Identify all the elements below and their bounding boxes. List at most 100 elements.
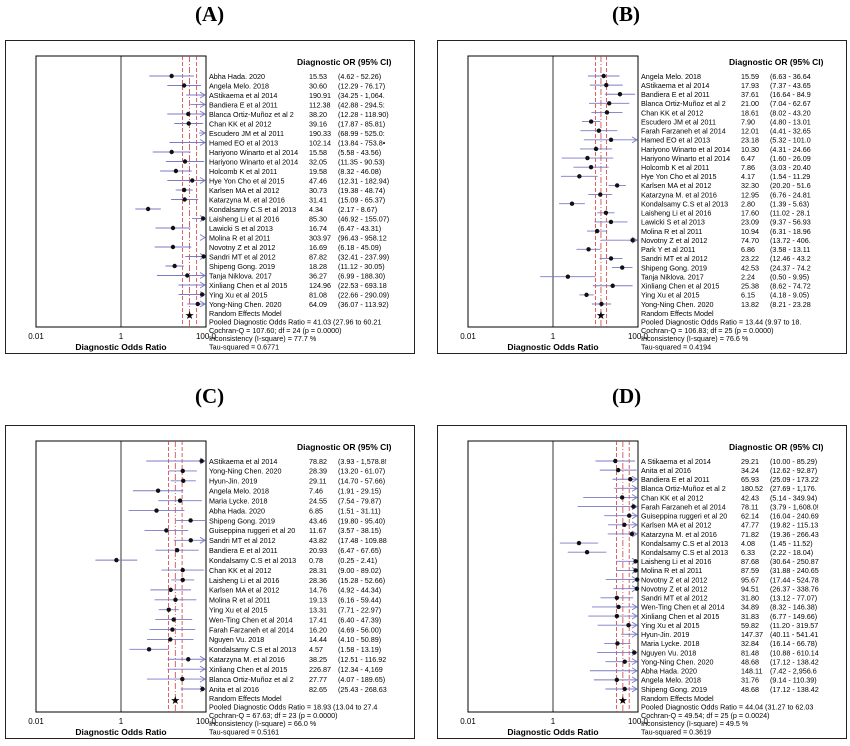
x-tick-label: 100.0 — [196, 332, 217, 341]
study-name: Blanca Ortiz-Muñoz et al 2 — [209, 675, 294, 684]
study-name: Molina R et al 2011 — [209, 596, 270, 605]
study-or-value: 65.93 — [741, 475, 759, 484]
point-estimate — [200, 686, 205, 692]
study-row: Yong-Ning Chen. 2020 48.68 (17.12 - 138.42 — [605, 657, 819, 666]
study-ci-text: (8.32 - 46.08) — [338, 167, 381, 176]
ci-arrow — [199, 655, 206, 663]
study-name: Kondalsamy C.S et al 2013 — [209, 205, 296, 214]
point-estimate — [614, 613, 620, 619]
study-name: Laisheng Li et al 2016 — [209, 214, 279, 223]
x-tick-label: 100.0 — [196, 717, 217, 726]
study-row: Blanca Ortiz-Muñoz et al 2 180.52 (27.69 -… — [614, 484, 817, 493]
study-or-value: 81.08 — [309, 290, 327, 299]
study-row: Kondalsamy C.S et al 2013 4.34 (2.17 - 8.6… — [135, 205, 377, 214]
study-row: Katarzyna M. et al 2016 38.25 (12.51 - 116… — [167, 655, 386, 664]
study-row: Karlsen MA et al 2012 32.30 (20.20 - 51.6 — [608, 181, 811, 190]
point-estimate — [576, 540, 582, 546]
x-tick-label: 0.01 — [28, 332, 44, 341]
study-or-value: 16.74 — [309, 224, 327, 233]
point-estimate — [154, 508, 159, 513]
forest-plot-d: Diagnostic OR (95% CI) A Stikaema et al 2… — [437, 425, 847, 739]
study-row: Kondalsamy C.S et al 2013 4.57 (1.58 - 13.… — [129, 645, 381, 654]
study-ci-text: (3.03 - 20.40 — [770, 163, 811, 172]
study-row: Guiseppina ruggeri et al 20 62.14 (16.04 -… — [604, 512, 819, 521]
study-name: Hariyono Winarto et al 2014 — [209, 157, 298, 166]
study-or-value: 94.51 — [741, 584, 759, 593]
point-estimate — [182, 159, 188, 164]
study-row: Sandri MT et al 2012 23.22 (12.46 - 43.2 — [599, 254, 811, 263]
study-or-value: 47.77 — [741, 521, 759, 530]
ci-arrow — [631, 530, 638, 538]
panel-label-d: (D) — [612, 384, 642, 408]
x-tick-label: 0.01 — [460, 332, 476, 341]
study-row: Abha Hada. 2020 148.11 (7.42 - 2,956.6 — [589, 667, 817, 676]
study-name: Katarzyna M. et al 2016 — [641, 530, 717, 539]
point-estimate — [155, 488, 161, 493]
pooled-star-marker: ★ — [185, 310, 195, 322]
study-or-value: 18.28 — [309, 262, 327, 271]
point-estimate — [616, 604, 621, 610]
study-ci-text: (2.22 - 18.04) — [770, 548, 813, 557]
point-estimate — [169, 149, 174, 155]
point-estimate — [588, 119, 594, 124]
study-or-value: 6.86 — [741, 245, 755, 254]
ci-arrow — [631, 484, 638, 492]
summary-stat: Inconsistency (I-square) = 77.7 % — [209, 334, 317, 343]
study-row: Karlsen MA et al 2012 14.76 (4.92 - 44.34) — [150, 586, 381, 595]
ci-arrow — [631, 512, 638, 520]
x-axis-label: Diagnostic Odds Ratio — [507, 727, 598, 737]
point-estimate — [614, 677, 620, 683]
study-name: Escudero JM et al 2011 — [209, 129, 284, 138]
study-or-value: 28.36 — [309, 576, 327, 585]
ci-arrow — [631, 658, 638, 666]
study-row: Hye Yon Cho et al 2015 47.46 (12.31 - 182.… — [167, 176, 389, 185]
point-estimate — [186, 657, 191, 662]
study-name: Angela Melo. 2018 — [209, 487, 269, 496]
study-ci-text: (7.37 - 43.65 — [770, 81, 811, 90]
study-or-value: 43.82 — [309, 536, 327, 545]
study-or-value: 12.01 — [741, 127, 759, 136]
point-estimate — [628, 477, 633, 482]
study-name: Abha Hada. 2020 — [209, 506, 265, 515]
study-name: Novotny Z et al 2012 — [641, 575, 707, 584]
study-ci-text: (32.41 - 237.99) — [338, 252, 389, 261]
study-ci-text: (8.62 - 74.72 — [770, 282, 811, 291]
study-or-value: 6.33 — [741, 548, 755, 557]
point-estimate — [633, 559, 638, 564]
study-or-value: 62.14 — [741, 512, 759, 521]
study-ci-text: (22.66 - 290.09) — [338, 290, 389, 299]
ci-arrow — [631, 136, 638, 144]
study-ci-text: (0.25 - 2.41) — [338, 556, 377, 565]
study-or-value: 6.47 — [741, 154, 755, 163]
point-estimate — [146, 647, 152, 652]
study-or-value: 7.46 — [309, 487, 323, 496]
study-name: Yong-Ning Chen. 2020 — [641, 300, 713, 309]
forest-svg: Diagnostic OR (95% CI) A Stikaema et al 2… — [460, 440, 824, 737]
study-name: Escudero JM et al 2011 — [641, 117, 716, 126]
summary-stat: Tau-squared = 0.4194 — [641, 343, 711, 352]
model-name: Random Effects Model — [641, 694, 714, 703]
point-estimate — [182, 187, 187, 193]
study-name: Kondalsamy C.S et al 2013 — [641, 199, 728, 208]
study-row: Park Y et al 2011 6.86 (3.58 - 13.11 — [576, 245, 810, 254]
panel-label-b: (B) — [612, 2, 640, 26]
study-row: Abha Hada. 2020 15.53 (4.62 - 52.26) — [149, 72, 381, 81]
study-row: Escudero JM et al 2011 7.90 (4.80 - 13.01 — [581, 117, 811, 126]
point-estimate — [608, 256, 614, 261]
ci-arrow — [199, 110, 206, 118]
study-ci-text: (4.18 - 9.05) — [770, 291, 809, 300]
point-estimate — [634, 577, 640, 582]
pooled-star-marker: ★ — [618, 695, 628, 707]
study-name: Molina R et al 2011 — [209, 233, 270, 242]
study-row: Angela Melo. 2018 31.76 (9.14 - 110.39) — [593, 676, 817, 685]
summary-stat: Inconsistency (I-square) = 76.6 % — [641, 334, 749, 343]
study-name: Wen-Ting Chen et al 2014 — [641, 603, 725, 612]
study-row: Blanca Ortiz-Muñoz et al 2 27.77 (4.07 - 1… — [146, 675, 385, 684]
study-name: Wen-Ting Chen et al 2014 — [209, 615, 293, 624]
study-ci-text: (4.31 - 24.66 — [770, 145, 811, 154]
study-ci-text: (19.82 - 115.13 — [770, 521, 818, 530]
model-name: Random Effects Model — [209, 309, 282, 318]
study-name: Lawicki S et al 2013 — [209, 224, 273, 233]
study-name: Tanja Niklova. 2017 — [209, 271, 272, 280]
study-row: Hyun-Jin. 2019 29.11 (14.70 - 57.66) — [170, 477, 385, 486]
